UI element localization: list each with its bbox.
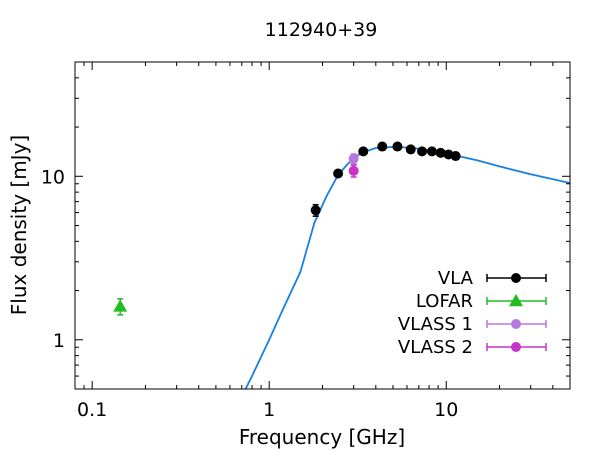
vlass-1-marker (348, 153, 359, 164)
legend-entry-vlass-1: VLASS 1 (398, 314, 547, 335)
legend-label: LOFAR (416, 291, 473, 312)
vlass-1-point (348, 153, 359, 165)
legend-label: VLASS 2 (398, 337, 473, 358)
vla-marker (435, 147, 446, 158)
legend-marker (511, 342, 521, 352)
vla-point (333, 168, 344, 179)
legend-marker (511, 319, 521, 329)
vla-marker (426, 146, 437, 157)
x-tick-label: 1 (263, 399, 275, 421)
vla-marker (392, 141, 403, 152)
plot-area: 0.1 1 10 1 10 (41, 61, 571, 421)
y-tick-label: 1 (53, 330, 65, 352)
points-layer (113, 141, 461, 316)
plot-frame (74, 61, 571, 390)
model-layer (244, 146, 570, 389)
vlass-2-point (348, 164, 359, 178)
x-axis-label: Frequency [GHz] (239, 425, 405, 449)
y-tick-label: 10 (41, 166, 65, 188)
vla-point (377, 141, 388, 152)
model-curve-line (244, 146, 570, 389)
vlass-2-marker (348, 165, 359, 176)
vla-point (450, 151, 461, 162)
vla-point (417, 146, 428, 157)
vla-marker (333, 168, 344, 179)
legend-marker (511, 273, 521, 283)
vla-marker (405, 144, 416, 155)
vla-point (358, 146, 369, 157)
vla-marker (450, 151, 461, 162)
legend-label: VLA (438, 268, 474, 289)
vla-point (405, 144, 416, 155)
lofar-marker (113, 299, 128, 312)
vla-point (392, 141, 403, 152)
legend-entry-vlass-2: VLASS 2 (398, 337, 547, 358)
lofar-point (113, 298, 128, 316)
chart-title: 112940+39 (265, 19, 378, 41)
y-axis-label: Flux density [mJy] (7, 135, 31, 315)
vla-marker (358, 146, 369, 157)
legend-marker (509, 294, 523, 307)
x-tick-label: 10 (434, 399, 458, 421)
vla-marker (310, 205, 321, 216)
vla-point (426, 146, 437, 157)
legend-entry-vla: VLA (438, 268, 547, 289)
x-tick-label: 0.1 (77, 399, 107, 421)
vla-marker (377, 141, 388, 152)
legend-label: VLASS 1 (398, 314, 473, 335)
vla-point (310, 203, 321, 217)
vla-point (435, 147, 446, 158)
vla-marker (417, 146, 428, 157)
legend-entry-lofar: LOFAR (416, 291, 547, 312)
ticks-layer: 0.1 1 10 1 10 (41, 61, 571, 421)
